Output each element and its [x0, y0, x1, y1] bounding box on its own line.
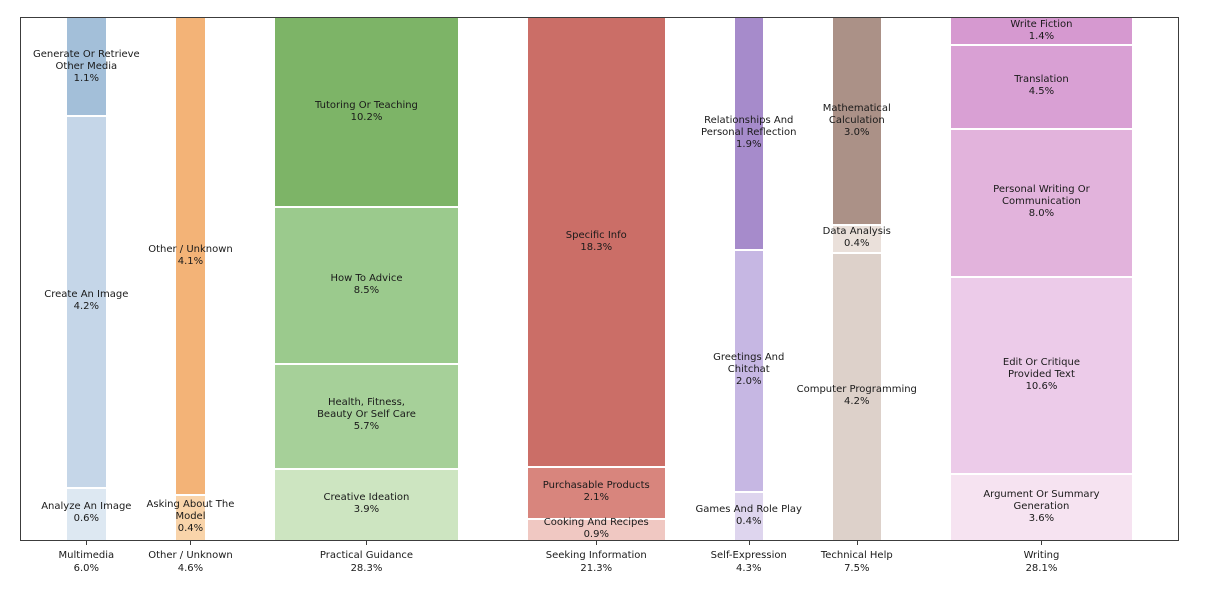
mosaic-segment — [275, 206, 458, 363]
segment-label: Greetings And Chitchat 2.0% — [713, 352, 785, 388]
segment-label: Computer Programming 4.2% — [796, 383, 917, 407]
segment-label: Data Analysis 0.4% — [822, 225, 891, 249]
mosaic-segment — [175, 493, 206, 540]
x-axis-label: Writing 28.1% — [1023, 550, 1060, 574]
x-axis-label: Multimedia 6.0% — [58, 550, 115, 574]
plot-area: Generate Or Retrieve Other Media 1.1% Cre… — [20, 17, 1179, 541]
x-axis-tick — [190, 541, 192, 545]
segment-label: Cooking And Recipes 0.9% — [543, 516, 649, 540]
mosaic-segment — [275, 468, 458, 540]
mosaic-column-5 — [832, 18, 881, 540]
x-axis-label: Self-Expression 4.3% — [710, 550, 787, 574]
x-axis-tick — [366, 541, 368, 545]
segment-label: Argument Or Summary Generation 3.6% — [983, 488, 1100, 524]
mosaic-segment — [950, 44, 1132, 128]
segment-label: Creative Ideation 3.9% — [323, 492, 410, 516]
segment-label: Edit Or Critique Provided Text 10.6% — [1002, 356, 1081, 392]
mosaic-column-3 — [527, 18, 665, 540]
x-axis-tick — [596, 541, 598, 545]
x-axis-tick — [1041, 541, 1043, 545]
mosaic-segment — [832, 251, 881, 540]
segment-label: Generate Or Retrieve Other Media 1.1% — [32, 48, 140, 84]
segment-label: Specific Info 18.3% — [565, 230, 627, 254]
segment-label: Mathematical Calculation 3.0% — [822, 103, 891, 139]
x-axis-tick — [748, 541, 750, 545]
mosaic-column-1 — [175, 18, 206, 540]
mosaic-segment — [832, 18, 881, 225]
segment-label: Asking About The Model 0.4% — [146, 498, 235, 534]
mosaic-segment — [527, 18, 665, 467]
mosaic-segment — [832, 224, 881, 252]
mosaic-segment — [734, 491, 763, 540]
mosaic-column-2 — [275, 18, 458, 540]
segment-label: Health, Fitness, Beauty Or Self Care 5.7… — [317, 397, 416, 433]
segment-label: Other / Unknown 4.1% — [148, 243, 233, 267]
mosaic-segment — [950, 18, 1132, 44]
mosaic-segment — [67, 486, 106, 540]
segment-label: Analyze An Image 0.6% — [41, 501, 132, 525]
segment-label: Create An Image 4.2% — [44, 289, 129, 313]
mosaic-segment — [527, 466, 665, 518]
x-axis-label: Other / Unknown 4.6% — [148, 550, 233, 574]
mosaic-segment — [734, 248, 763, 492]
mosaic-segment — [950, 473, 1132, 540]
mosaic-segment — [275, 18, 458, 207]
x-axis-tick — [86, 541, 88, 545]
mosaic-segment — [734, 18, 763, 249]
mosaic-segment — [275, 362, 458, 469]
mosaic-segment — [175, 18, 206, 494]
segment-label: Write Fiction 1.4% — [1010, 19, 1073, 42]
segment-label: Purchasable Products 2.1% — [542, 480, 650, 504]
mosaic-column-6 — [950, 18, 1132, 540]
segment-label: Personal Writing Or Communication 8.0% — [993, 183, 1090, 219]
mosaic-column-0 — [67, 18, 106, 540]
segment-label: Games And Role Play 0.4% — [695, 503, 802, 527]
mosaic-segment — [950, 276, 1132, 474]
x-axis-label: Practical Guidance 28.3% — [319, 550, 414, 574]
mosaic-segment — [950, 127, 1132, 277]
mosaic-segment — [67, 18, 106, 116]
mosaic-segment — [67, 115, 106, 487]
mosaic-column-4 — [734, 18, 763, 540]
x-axis-label: Technical Help 7.5% — [820, 550, 893, 574]
mosaic-segment — [527, 517, 665, 540]
segment-label: How To Advice 8.5% — [330, 272, 403, 296]
x-axis-tick — [856, 541, 858, 545]
x-axis-label: Seeking Information 21.3% — [545, 550, 647, 574]
segment-label: Translation 4.5% — [1014, 73, 1069, 97]
segment-label: Relationships And Personal Reflection 1.… — [701, 115, 797, 151]
segment-label: Tutoring Or Teaching 10.2% — [315, 100, 418, 124]
